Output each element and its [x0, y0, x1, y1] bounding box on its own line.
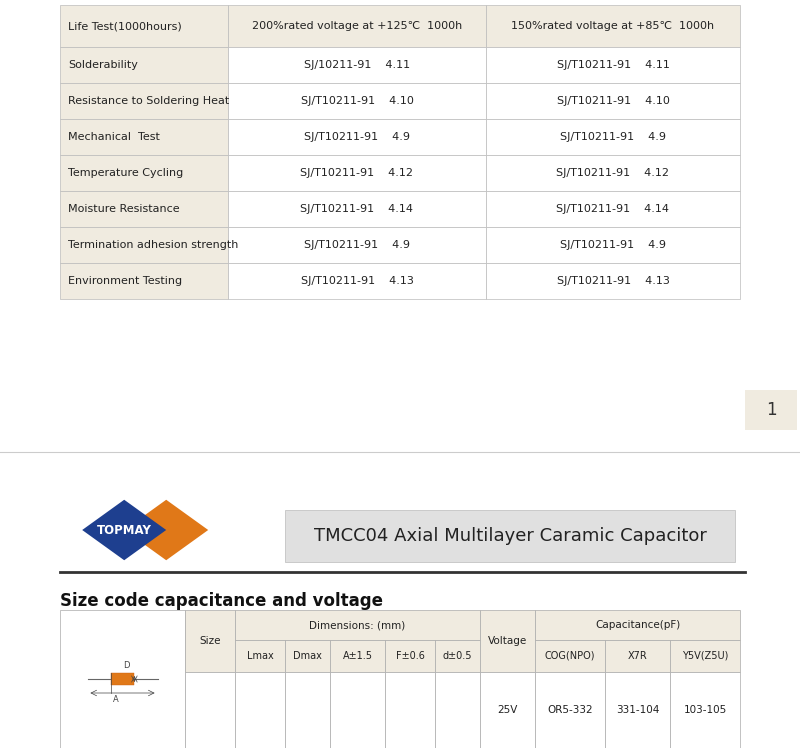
- Bar: [0, 452, 800, 748]
- Bar: [486, 155, 740, 191]
- Bar: [60, 227, 228, 263]
- Bar: [185, 610, 235, 672]
- Bar: [60, 5, 228, 47]
- Bar: [385, 672, 435, 748]
- Text: SJ/T10211-91    4.14: SJ/T10211-91 4.14: [301, 204, 414, 214]
- Bar: [486, 5, 740, 47]
- Bar: [435, 640, 480, 672]
- Text: SJ/10211-91    4.11: SJ/10211-91 4.11: [304, 60, 410, 70]
- Bar: [185, 672, 235, 748]
- Bar: [228, 83, 486, 119]
- Text: SJ/T10211-91    4.9: SJ/T10211-91 4.9: [560, 240, 666, 250]
- Text: SJ/T10211-91    4.10: SJ/T10211-91 4.10: [557, 96, 670, 106]
- Text: 331-104: 331-104: [616, 705, 659, 715]
- Bar: [486, 83, 740, 119]
- Text: 25V: 25V: [498, 705, 518, 715]
- Text: SJ/T10211-91    4.14: SJ/T10211-91 4.14: [557, 204, 670, 214]
- Text: Dimensions: (mm): Dimensions: (mm): [310, 620, 406, 630]
- Bar: [535, 672, 605, 748]
- Text: Environment Testing: Environment Testing: [68, 276, 182, 286]
- Bar: [605, 640, 670, 672]
- Text: TMCC04 Axial Multilayer Caramic Capacitor: TMCC04 Axial Multilayer Caramic Capacito…: [314, 527, 706, 545]
- Text: COG(NPO): COG(NPO): [545, 651, 595, 661]
- Text: Termination adhesion strength: Termination adhesion strength: [68, 240, 238, 250]
- Text: A: A: [113, 694, 118, 704]
- Bar: [285, 672, 330, 748]
- Bar: [486, 227, 740, 263]
- Bar: [60, 610, 185, 748]
- Text: Capacitance(pF): Capacitance(pF): [595, 620, 680, 630]
- Bar: [60, 47, 228, 83]
- Bar: [535, 640, 605, 672]
- Bar: [285, 640, 330, 672]
- Text: F±0.6: F±0.6: [395, 651, 425, 661]
- Text: SJ/T10211-91    4.9: SJ/T10211-91 4.9: [304, 240, 410, 250]
- Bar: [385, 640, 435, 672]
- Bar: [228, 263, 486, 299]
- Bar: [486, 263, 740, 299]
- Bar: [330, 672, 385, 748]
- Bar: [480, 610, 535, 672]
- Text: Dmax: Dmax: [293, 651, 322, 661]
- Bar: [486, 119, 740, 155]
- Text: 200%rated voltage at +125℃  1000h: 200%rated voltage at +125℃ 1000h: [252, 21, 462, 31]
- Bar: [228, 5, 486, 47]
- Bar: [480, 672, 535, 748]
- Text: SJ/T10211-91    4.12: SJ/T10211-91 4.12: [301, 168, 414, 178]
- Text: 150%rated voltage at +85℃  1000h: 150%rated voltage at +85℃ 1000h: [511, 21, 714, 31]
- Text: Solderability: Solderability: [68, 60, 138, 70]
- Bar: [60, 119, 228, 155]
- Text: Size code capacitance and voltage: Size code capacitance and voltage: [60, 592, 383, 610]
- Polygon shape: [82, 500, 166, 560]
- Text: OR5-332: OR5-332: [547, 705, 593, 715]
- Bar: [60, 155, 228, 191]
- Text: Temperature Cycling: Temperature Cycling: [68, 168, 183, 178]
- Bar: [535, 610, 740, 640]
- Bar: [228, 191, 486, 227]
- Bar: [228, 155, 486, 191]
- Text: Life Test(1000hours): Life Test(1000hours): [68, 21, 182, 31]
- Bar: [670, 672, 740, 748]
- Text: 1: 1: [766, 401, 776, 419]
- Text: SJ/T10211-91    4.13: SJ/T10211-91 4.13: [557, 276, 670, 286]
- Text: Size: Size: [199, 636, 221, 646]
- Text: D: D: [122, 660, 130, 669]
- Bar: [285, 510, 735, 562]
- Bar: [228, 47, 486, 83]
- Bar: [235, 610, 480, 640]
- Bar: [228, 119, 486, 155]
- Text: Moisture Resistance: Moisture Resistance: [68, 204, 180, 214]
- Bar: [605, 672, 670, 748]
- Text: A±1.5: A±1.5: [342, 651, 373, 661]
- Bar: [228, 227, 486, 263]
- Text: SJ/T10211-91    4.9: SJ/T10211-91 4.9: [560, 132, 666, 142]
- Text: SJ/T10211-91    4.9: SJ/T10211-91 4.9: [304, 132, 410, 142]
- Bar: [110, 673, 134, 685]
- Text: 103-105: 103-105: [683, 705, 726, 715]
- Bar: [486, 47, 740, 83]
- Text: Mechanical  Test: Mechanical Test: [68, 132, 160, 142]
- Text: Lmax: Lmax: [246, 651, 274, 661]
- Text: Y5V(Z5U): Y5V(Z5U): [682, 651, 728, 661]
- Bar: [330, 640, 385, 672]
- Text: X7R: X7R: [628, 651, 647, 661]
- Text: Voltage: Voltage: [488, 636, 527, 646]
- Bar: [235, 672, 285, 748]
- Bar: [745, 390, 797, 430]
- Text: TOPMAY: TOPMAY: [97, 524, 152, 536]
- Bar: [60, 83, 228, 119]
- Bar: [60, 191, 228, 227]
- Text: d±0.5: d±0.5: [442, 651, 472, 661]
- Bar: [235, 640, 285, 672]
- Text: SJ/T10211-91    4.12: SJ/T10211-91 4.12: [557, 168, 670, 178]
- Text: Resistance to Soldering Heat: Resistance to Soldering Heat: [68, 96, 230, 106]
- Text: SJ/T10211-91    4.11: SJ/T10211-91 4.11: [557, 60, 670, 70]
- Bar: [670, 640, 740, 672]
- Text: SJ/T10211-91    4.13: SJ/T10211-91 4.13: [301, 276, 414, 286]
- Text: SJ/T10211-91    4.10: SJ/T10211-91 4.10: [301, 96, 414, 106]
- Bar: [486, 191, 740, 227]
- Bar: [60, 263, 228, 299]
- Bar: [435, 672, 480, 748]
- Polygon shape: [124, 500, 208, 560]
